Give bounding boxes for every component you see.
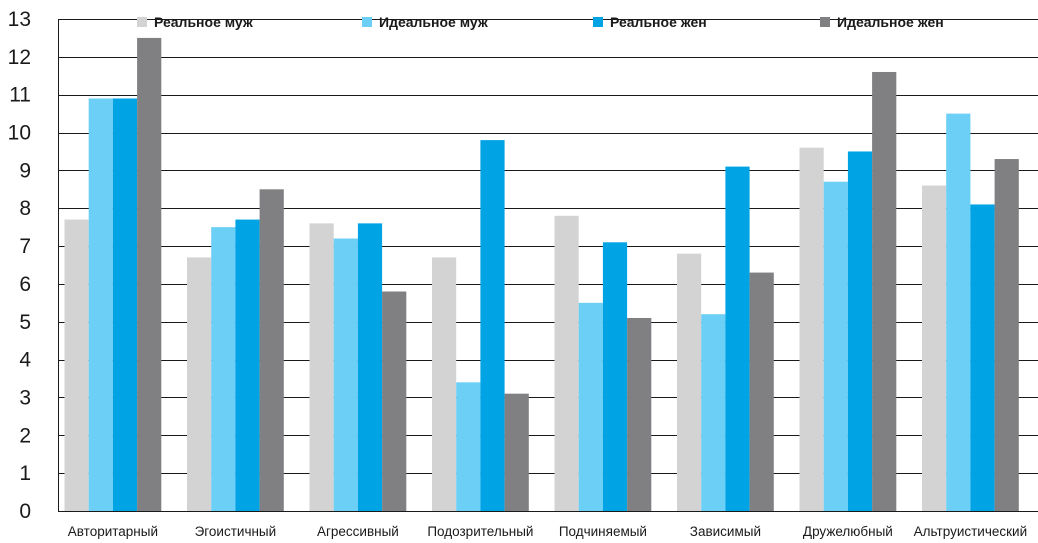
x-tick-label: Альтруистический <box>914 524 1027 539</box>
x-tick-label: Авторитарный <box>68 524 158 539</box>
x-tick-label: Дружелюбный <box>803 524 893 539</box>
legend-swatch <box>820 17 830 27</box>
bar <box>725 166 750 511</box>
bar <box>333 238 358 511</box>
x-tick-label: Подчиняемый <box>559 524 647 539</box>
legend-label: Идеальное жен <box>837 14 944 30</box>
bar <box>749 272 774 511</box>
bar <box>235 219 260 511</box>
bar <box>701 314 726 511</box>
x-tick-label: Агрессивный <box>317 524 399 539</box>
bar <box>554 215 579 512</box>
y-tick-label: 13 <box>8 8 31 31</box>
bar <box>872 71 897 511</box>
y-tick-label: 11 <box>9 84 31 107</box>
bar <box>994 159 1019 511</box>
bar <box>578 302 603 511</box>
y-tick-label: 0 <box>19 500 31 523</box>
y-tick-label: 3 <box>19 386 31 409</box>
bar <box>382 291 407 511</box>
bar <box>309 223 334 511</box>
bar <box>187 257 212 511</box>
bars <box>64 37 1019 512</box>
bar <box>432 257 457 511</box>
legend-swatch <box>362 17 372 27</box>
legend: Реальное муж Идеальное муж Реальное жен Иде… <box>137 14 944 30</box>
bar <box>922 185 947 511</box>
bar <box>357 223 383 511</box>
x-tick-label: Эгоистичный <box>195 524 277 539</box>
legend-label: Реальное жен <box>610 14 707 30</box>
y-tick-label: 1 <box>19 462 31 485</box>
x-tick-label: Подозрительный <box>427 524 533 539</box>
bar <box>602 242 628 512</box>
bar <box>137 37 162 512</box>
legend-swatch <box>593 17 603 27</box>
bar <box>112 98 138 511</box>
x-tick-label: Зависимый <box>690 524 761 539</box>
y-tick-label: 8 <box>19 197 31 220</box>
bar <box>456 382 481 511</box>
bar <box>64 219 89 511</box>
bar <box>627 317 652 511</box>
y-tick-label: 9 <box>19 159 31 182</box>
legend-label: Реальное муж <box>154 14 254 30</box>
bar <box>211 227 236 511</box>
y-tick-label: 6 <box>19 273 31 296</box>
bar <box>799 147 824 511</box>
legend-label: Идеальное муж <box>379 14 489 30</box>
bar <box>259 189 284 511</box>
y-tick-label: 5 <box>19 311 31 334</box>
bar <box>847 151 873 511</box>
bar <box>970 204 995 511</box>
x-axis-labels: Авторитарный Эгоистичный Агрессивный Подозр… <box>68 524 1027 539</box>
y-tick-label: 4 <box>19 349 31 372</box>
y-tick-label: 2 <box>19 424 31 447</box>
bar <box>88 98 113 511</box>
bar <box>946 113 971 512</box>
y-tick-label: 10 <box>8 122 31 145</box>
legend-swatch <box>137 17 147 27</box>
bar <box>823 181 848 512</box>
bar <box>504 393 529 511</box>
bar <box>677 253 702 511</box>
bar <box>480 140 505 512</box>
y-tick-label: 7 <box>19 235 31 258</box>
y-tick-label: 12 <box>8 46 31 69</box>
